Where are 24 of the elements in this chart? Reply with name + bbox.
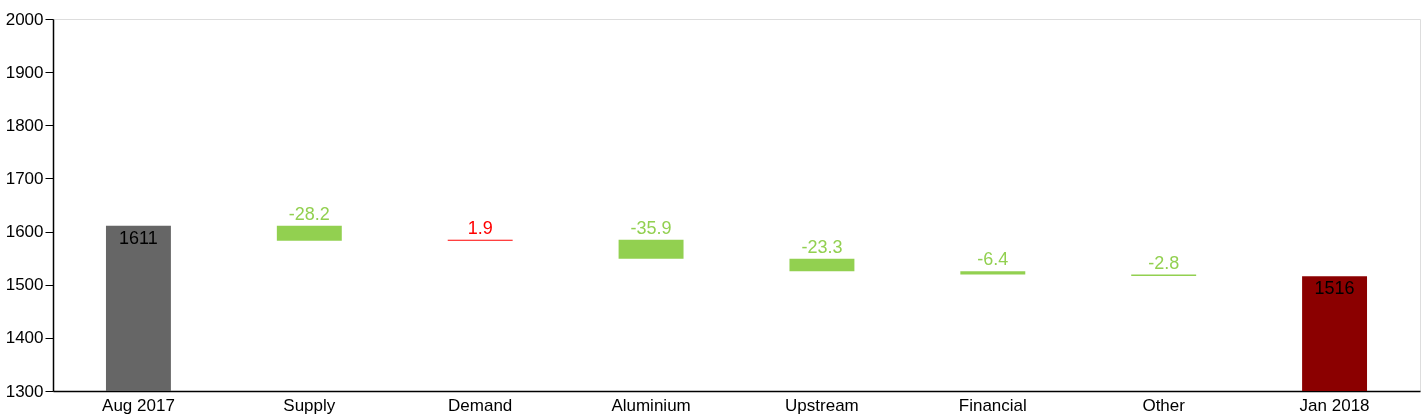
y-tick-label: 1700: [5, 168, 44, 188]
data-label: -35.9: [630, 217, 672, 238]
data-label: -2.8: [1148, 252, 1180, 273]
x-tick-label: Upstream: [785, 395, 859, 415]
y-tick-label: 1900: [5, 62, 44, 82]
y-tick-label: 2000: [5, 9, 44, 29]
x-tick-label: Aug 2017: [102, 395, 175, 415]
x-tick-label: Supply: [283, 395, 336, 415]
data-label: 1516: [1314, 278, 1355, 299]
y-tick-label: 1500: [5, 275, 44, 295]
data-label: 1.9: [467, 217, 493, 238]
data-label: -23.3: [801, 236, 843, 257]
x-tick-label: Financial: [958, 395, 1027, 415]
y-tick-label: 1600: [5, 222, 44, 242]
data-label: -6.4: [977, 249, 1009, 270]
x-tick-label: Demand: [448, 395, 513, 415]
x-tick-label: Jan 2018: [1299, 395, 1370, 415]
x-tick-label: Other: [1142, 395, 1186, 415]
x-tick-label: Aluminium: [611, 395, 691, 415]
y-tick-label: 1300: [5, 381, 44, 401]
y-tick-label: 1800: [5, 115, 44, 135]
y-tick-label: 1400: [5, 328, 44, 348]
data-label: -28.2: [288, 203, 330, 224]
data-label: 1611: [119, 227, 158, 248]
